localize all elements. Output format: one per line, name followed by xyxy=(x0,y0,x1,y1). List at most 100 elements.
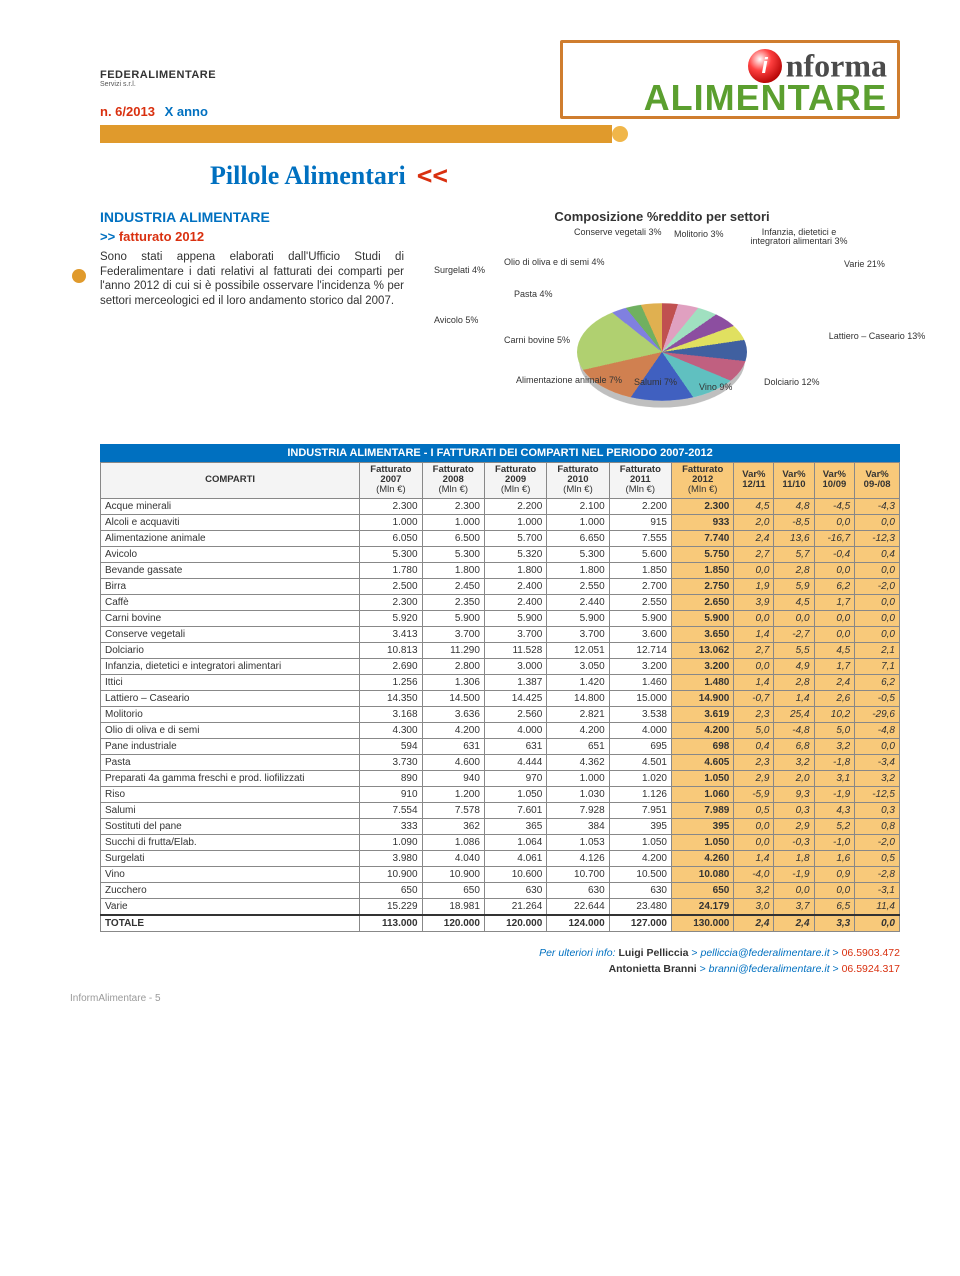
page-number: InformAlimentare - 5 xyxy=(70,993,900,1004)
table-row: Bevande gassate1.7801.8001.8001.8001.850… xyxy=(101,562,900,578)
cell: 3.980 xyxy=(360,850,422,866)
pie-label: Molitorio 3% xyxy=(674,230,724,239)
cell: 0,0 xyxy=(814,562,855,578)
cell: 2.300 xyxy=(360,498,422,514)
cell: -0,5 xyxy=(855,690,900,706)
row-label: Caffè xyxy=(101,594,360,610)
page-title-block: Pillole Alimentari << xyxy=(100,161,900,191)
cell: 6,5 xyxy=(814,898,855,915)
cell: -4,8 xyxy=(855,722,900,738)
table-row: Olio di oliva e di semi4.3004.2004.0004.… xyxy=(101,722,900,738)
col-header: Var%10/09 xyxy=(814,462,855,498)
cell: 1.126 xyxy=(609,786,671,802)
table-row: TOTALE113.000120.000120.000124.000127.00… xyxy=(101,915,900,932)
row-label: Birra xyxy=(101,578,360,594)
cell: 4.126 xyxy=(547,850,609,866)
cell: -2,8 xyxy=(855,866,900,882)
cell: 12.051 xyxy=(547,642,609,658)
cell: 4.300 xyxy=(360,722,422,738)
cell: 3.700 xyxy=(547,626,609,642)
cell: 3.050 xyxy=(547,658,609,674)
cell: 3.700 xyxy=(484,626,546,642)
cell: 4.200 xyxy=(609,850,671,866)
cell: 2,6 xyxy=(814,690,855,706)
pie-label: Lattiero – Caseario 13% xyxy=(822,332,932,341)
title-chevrons: << xyxy=(417,161,448,191)
cell: 4.200 xyxy=(672,722,734,738)
cell: 0,0 xyxy=(814,626,855,642)
cell: 2,4 xyxy=(774,915,814,932)
cell: 0,0 xyxy=(774,610,814,626)
cell: 933 xyxy=(672,514,734,530)
cell: 651 xyxy=(547,738,609,754)
alimentare-word: ALIMENTARE xyxy=(573,83,887,114)
row-label: Pasta xyxy=(101,754,360,770)
cell: 4,5 xyxy=(734,498,774,514)
cell: 10.813 xyxy=(360,642,422,658)
cell: 10.500 xyxy=(609,866,671,882)
cell: 0,0 xyxy=(855,915,900,932)
row-label: Alimentazione animale xyxy=(101,530,360,546)
cell: 4.200 xyxy=(422,722,484,738)
cell: 395 xyxy=(609,818,671,834)
cell: 1.387 xyxy=(484,674,546,690)
table-row: Caffè2.3002.3502.4002.4402.5502.6503,94,… xyxy=(101,594,900,610)
cell: 2.560 xyxy=(484,706,546,722)
cell: 650 xyxy=(360,882,422,898)
row-label: Conserve vegetali xyxy=(101,626,360,642)
cell: 1.020 xyxy=(609,770,671,786)
cell: 650 xyxy=(422,882,484,898)
fed-sub: Servizi s.r.l. xyxy=(100,81,216,88)
cell: 698 xyxy=(672,738,734,754)
cell: 11,4 xyxy=(855,898,900,915)
table-row: Succhi di frutta/Elab.1.0901.0861.0641.0… xyxy=(101,834,900,850)
cell: 1.850 xyxy=(672,562,734,578)
cell: 2,7 xyxy=(734,642,774,658)
table-title: INDUSTRIA ALIMENTARE - I FATTURATI DEI C… xyxy=(100,444,900,462)
cell: 5,7 xyxy=(774,546,814,562)
cell: 1.460 xyxy=(609,674,671,690)
cell: 1,9 xyxy=(734,578,774,594)
cell: 0,0 xyxy=(814,610,855,626)
row-label: Zucchero xyxy=(101,882,360,898)
cell: 5.900 xyxy=(484,610,546,626)
col-header: Fatturato2008(Mln €) xyxy=(422,462,484,498)
cell: 1.064 xyxy=(484,834,546,850)
cell: 384 xyxy=(547,818,609,834)
row-label: Infanzia, dietetici e integratori alimen… xyxy=(101,658,360,674)
header: FEDERALIMENTARE Servizi s.r.l. n. 6/2013… xyxy=(100,40,900,119)
cell: 0,5 xyxy=(855,850,900,866)
cell: 120.000 xyxy=(484,915,546,932)
cell: 0,3 xyxy=(774,802,814,818)
cell: 7.740 xyxy=(672,530,734,546)
cell: 7.554 xyxy=(360,802,422,818)
cell: 0,0 xyxy=(855,738,900,754)
cell: 4.000 xyxy=(484,722,546,738)
pie-label: Vino 9% xyxy=(699,383,732,392)
cell: -4,5 xyxy=(814,498,855,514)
cell: 3.413 xyxy=(360,626,422,642)
cell: 5,9 xyxy=(774,578,814,594)
cell: 0,5 xyxy=(734,802,774,818)
cell: -3,4 xyxy=(855,754,900,770)
cell: 5.700 xyxy=(484,530,546,546)
issue-number: n. 6/2013 xyxy=(100,104,155,119)
cell: 14.425 xyxy=(484,690,546,706)
pie-label: Pasta 4% xyxy=(514,290,553,299)
pie-label: Infanzia, dietetici e integratori alimen… xyxy=(744,228,854,247)
cell: 1.030 xyxy=(547,786,609,802)
cell: 365 xyxy=(484,818,546,834)
cell: 11.528 xyxy=(484,642,546,658)
cell: 1,4 xyxy=(734,674,774,690)
cell: -2,0 xyxy=(855,578,900,594)
row-label: Alcoli e acquaviti xyxy=(101,514,360,530)
row-label: Pane industriale xyxy=(101,738,360,754)
cell: 333 xyxy=(360,818,422,834)
cell: 10,2 xyxy=(814,706,855,722)
cell: -4,3 xyxy=(855,498,900,514)
cell: 2,8 xyxy=(774,674,814,690)
cell: 1.000 xyxy=(547,514,609,530)
row-label: Vino xyxy=(101,866,360,882)
cell: 2.690 xyxy=(360,658,422,674)
pie-label: Conserve vegetali 3% xyxy=(574,228,662,237)
